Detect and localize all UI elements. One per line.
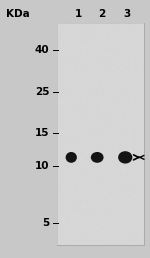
Text: 1: 1 [74,9,82,19]
Text: 15: 15 [35,128,50,138]
Ellipse shape [66,152,77,163]
Text: 10: 10 [35,162,50,171]
Text: 3: 3 [123,9,130,19]
Ellipse shape [91,152,104,163]
Ellipse shape [118,151,132,164]
Bar [57,23,144,245]
Text: 40: 40 [35,45,50,55]
Text: KDa: KDa [6,9,30,19]
Text: 5: 5 [42,218,50,228]
Text: 2: 2 [98,9,106,19]
Text: 25: 25 [35,87,50,96]
